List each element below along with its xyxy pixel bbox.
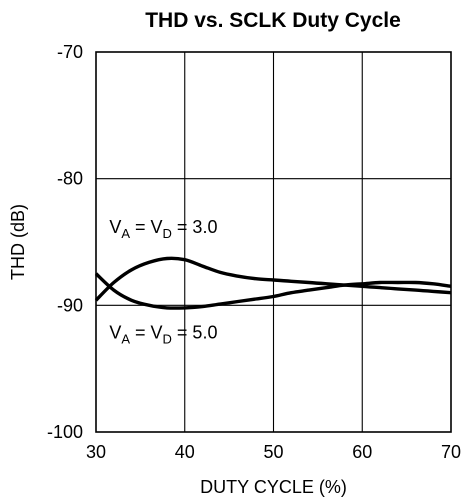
x-tick-label: 50 xyxy=(263,442,283,462)
series-line-va-vd-3v xyxy=(94,256,452,302)
plot-frame xyxy=(95,51,452,433)
y-tick-label: -80 xyxy=(57,169,83,189)
x-tick-label: 40 xyxy=(175,442,195,462)
grid-layer xyxy=(96,52,451,432)
series-layer xyxy=(94,256,452,310)
x-axis-label: DUTY CYCLE (%) xyxy=(200,477,347,497)
y-axis-label: THD (dB) xyxy=(8,204,28,280)
x-tick-label: 30 xyxy=(86,442,106,462)
x-tick-label: 60 xyxy=(352,442,372,462)
y-tick-label: -90 xyxy=(57,295,83,315)
y-tick-label: -100 xyxy=(47,422,83,442)
series-line-va-vd-5v xyxy=(94,272,452,310)
series-annotation-va-vd-5v: VA = VD = 5.0 xyxy=(109,322,217,346)
annotation-layer: VA = VD = 3.0 VA = VD = 5.0 xyxy=(109,217,217,346)
series-annotation-va-vd-3v: VA = VD = 3.0 xyxy=(109,217,217,241)
ticks-layer: 30 40 50 60 70 -70 -80 -90 -100 xyxy=(47,42,461,462)
y-tick-label: -70 xyxy=(57,42,83,62)
x-tick-label: 70 xyxy=(441,442,461,462)
chart-title: THD vs. SCLK Duty Cycle xyxy=(145,9,401,32)
